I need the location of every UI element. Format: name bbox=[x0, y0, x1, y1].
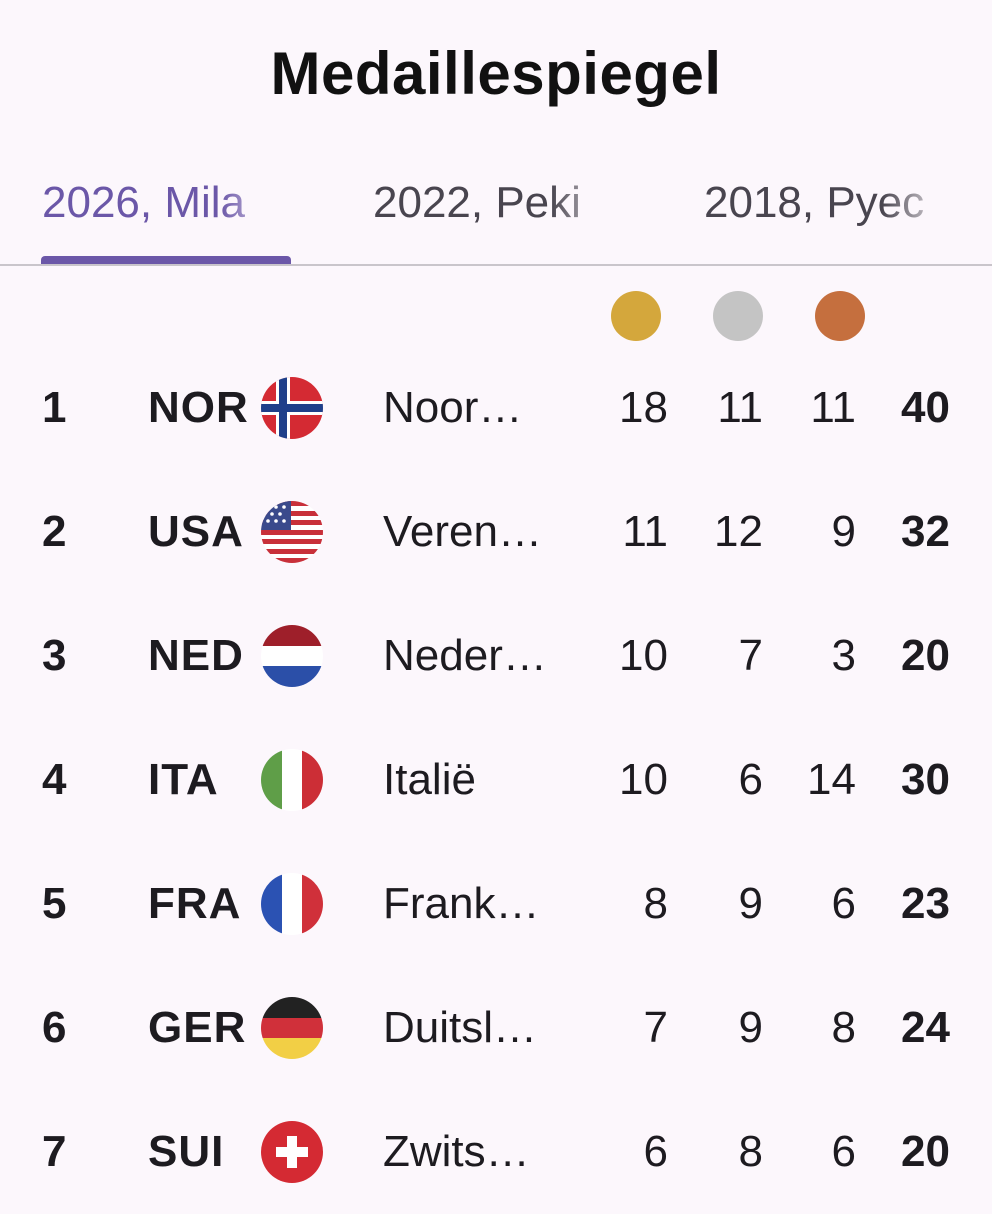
rank: 5 bbox=[42, 879, 67, 928]
bronze-count: 3 bbox=[831, 631, 856, 680]
country-code: FRA bbox=[148, 879, 242, 928]
germany-flag-icon bbox=[261, 997, 323, 1059]
silver-medal-icon bbox=[713, 291, 763, 341]
tab-2022[interactable]: 2022, Peki bbox=[373, 178, 621, 262]
table-row[interactable]: 3 NED Neder… 10 7 3 20 bbox=[0, 594, 992, 718]
gold-medal-icon bbox=[611, 291, 661, 341]
country-code: NED bbox=[148, 631, 244, 680]
switzerland-flag-icon bbox=[261, 1121, 323, 1183]
gold-count: 6 bbox=[643, 1127, 668, 1176]
country-code: USA bbox=[148, 507, 244, 556]
silver-count: 7 bbox=[738, 631, 763, 680]
country-code: NOR bbox=[148, 383, 249, 432]
total-count: 30 bbox=[901, 755, 950, 804]
gold-count: 8 bbox=[643, 879, 668, 928]
rank: 6 bbox=[42, 1003, 67, 1052]
edition-tabs: 2026, Mila 2022, Peki 2018, Pyec bbox=[0, 160, 992, 266]
country-name: Italië bbox=[383, 755, 476, 804]
gold-count: 7 bbox=[643, 1003, 668, 1052]
total-count: 40 bbox=[901, 383, 950, 432]
norway-flag-icon bbox=[261, 377, 323, 439]
gold-count: 11 bbox=[622, 507, 668, 556]
country-name: Zwits… bbox=[383, 1127, 530, 1176]
tab-2026[interactable]: 2026, Mila bbox=[42, 178, 290, 262]
country-name: Noor… bbox=[383, 383, 523, 432]
gold-count: 18 bbox=[619, 383, 668, 432]
tab-label: 2026, Mila bbox=[42, 178, 246, 227]
silver-count: 8 bbox=[738, 1127, 763, 1176]
rank: 7 bbox=[42, 1127, 67, 1176]
active-tab-indicator bbox=[41, 256, 291, 264]
tab-fade bbox=[220, 178, 290, 238]
table-row[interactable]: 5 FRA Frank… 8 9 6 23 bbox=[0, 842, 992, 966]
rank: 4 bbox=[42, 755, 67, 804]
silver-count: 12 bbox=[714, 507, 763, 556]
tab-fade bbox=[882, 178, 952, 238]
total-count: 20 bbox=[901, 1127, 950, 1176]
rank: 1 bbox=[42, 383, 67, 432]
silver-count: 11 bbox=[717, 383, 763, 432]
total-count: 32 bbox=[901, 507, 950, 556]
country-name: Frank… bbox=[383, 879, 540, 928]
netherlands-flag-icon bbox=[261, 625, 323, 687]
country-code: GER bbox=[148, 1003, 247, 1052]
italy-flag-icon bbox=[261, 749, 323, 811]
country-code: SUI bbox=[148, 1127, 225, 1176]
bronze-count: 6 bbox=[831, 1127, 856, 1176]
total-count: 20 bbox=[901, 631, 950, 680]
bronze-count: 9 bbox=[831, 507, 856, 556]
tab-fade bbox=[551, 178, 621, 238]
bronze-count: 14 bbox=[807, 755, 856, 804]
country-name: Veren… bbox=[383, 507, 542, 556]
page-title: Medaillespiegel bbox=[270, 40, 722, 107]
country-code: ITA bbox=[148, 755, 219, 804]
gold-count: 10 bbox=[619, 755, 668, 804]
total-count: 24 bbox=[901, 1003, 950, 1052]
table-row[interactable]: 2 USA Veren… 11 12 9 32 bbox=[0, 470, 992, 594]
gold-count: 10 bbox=[619, 631, 668, 680]
silver-count: 6 bbox=[738, 755, 763, 804]
bronze-medal-icon bbox=[815, 291, 865, 341]
tab-label: 2022, Peki bbox=[373, 178, 581, 227]
bronze-count: 8 bbox=[831, 1003, 856, 1052]
bronze-count: 6 bbox=[831, 879, 856, 928]
total-count: 23 bbox=[901, 879, 950, 928]
rank: 3 bbox=[42, 631, 67, 680]
silver-count: 9 bbox=[738, 879, 763, 928]
france-flag-icon bbox=[261, 873, 323, 935]
tab-2018[interactable]: 2018, Pyec bbox=[704, 178, 952, 262]
table-row[interactable]: 6 GER Duitsl… 7 9 8 24 bbox=[0, 966, 992, 1090]
rank: 2 bbox=[42, 507, 67, 556]
usa-flag-icon bbox=[261, 501, 323, 563]
table-row[interactable]: 1 NOR Noor… 18 11 11 40 bbox=[0, 346, 992, 470]
silver-count: 9 bbox=[738, 1003, 763, 1052]
table-row[interactable]: 4 ITA Italië 10 6 14 30 bbox=[0, 718, 992, 842]
bronze-count: 11 bbox=[810, 383, 856, 432]
table-row[interactable]: 7 SUI Zwits… 6 8 6 20 bbox=[0, 1090, 992, 1214]
country-name: Duitsl… bbox=[383, 1003, 538, 1052]
country-name: Neder… bbox=[383, 631, 547, 680]
